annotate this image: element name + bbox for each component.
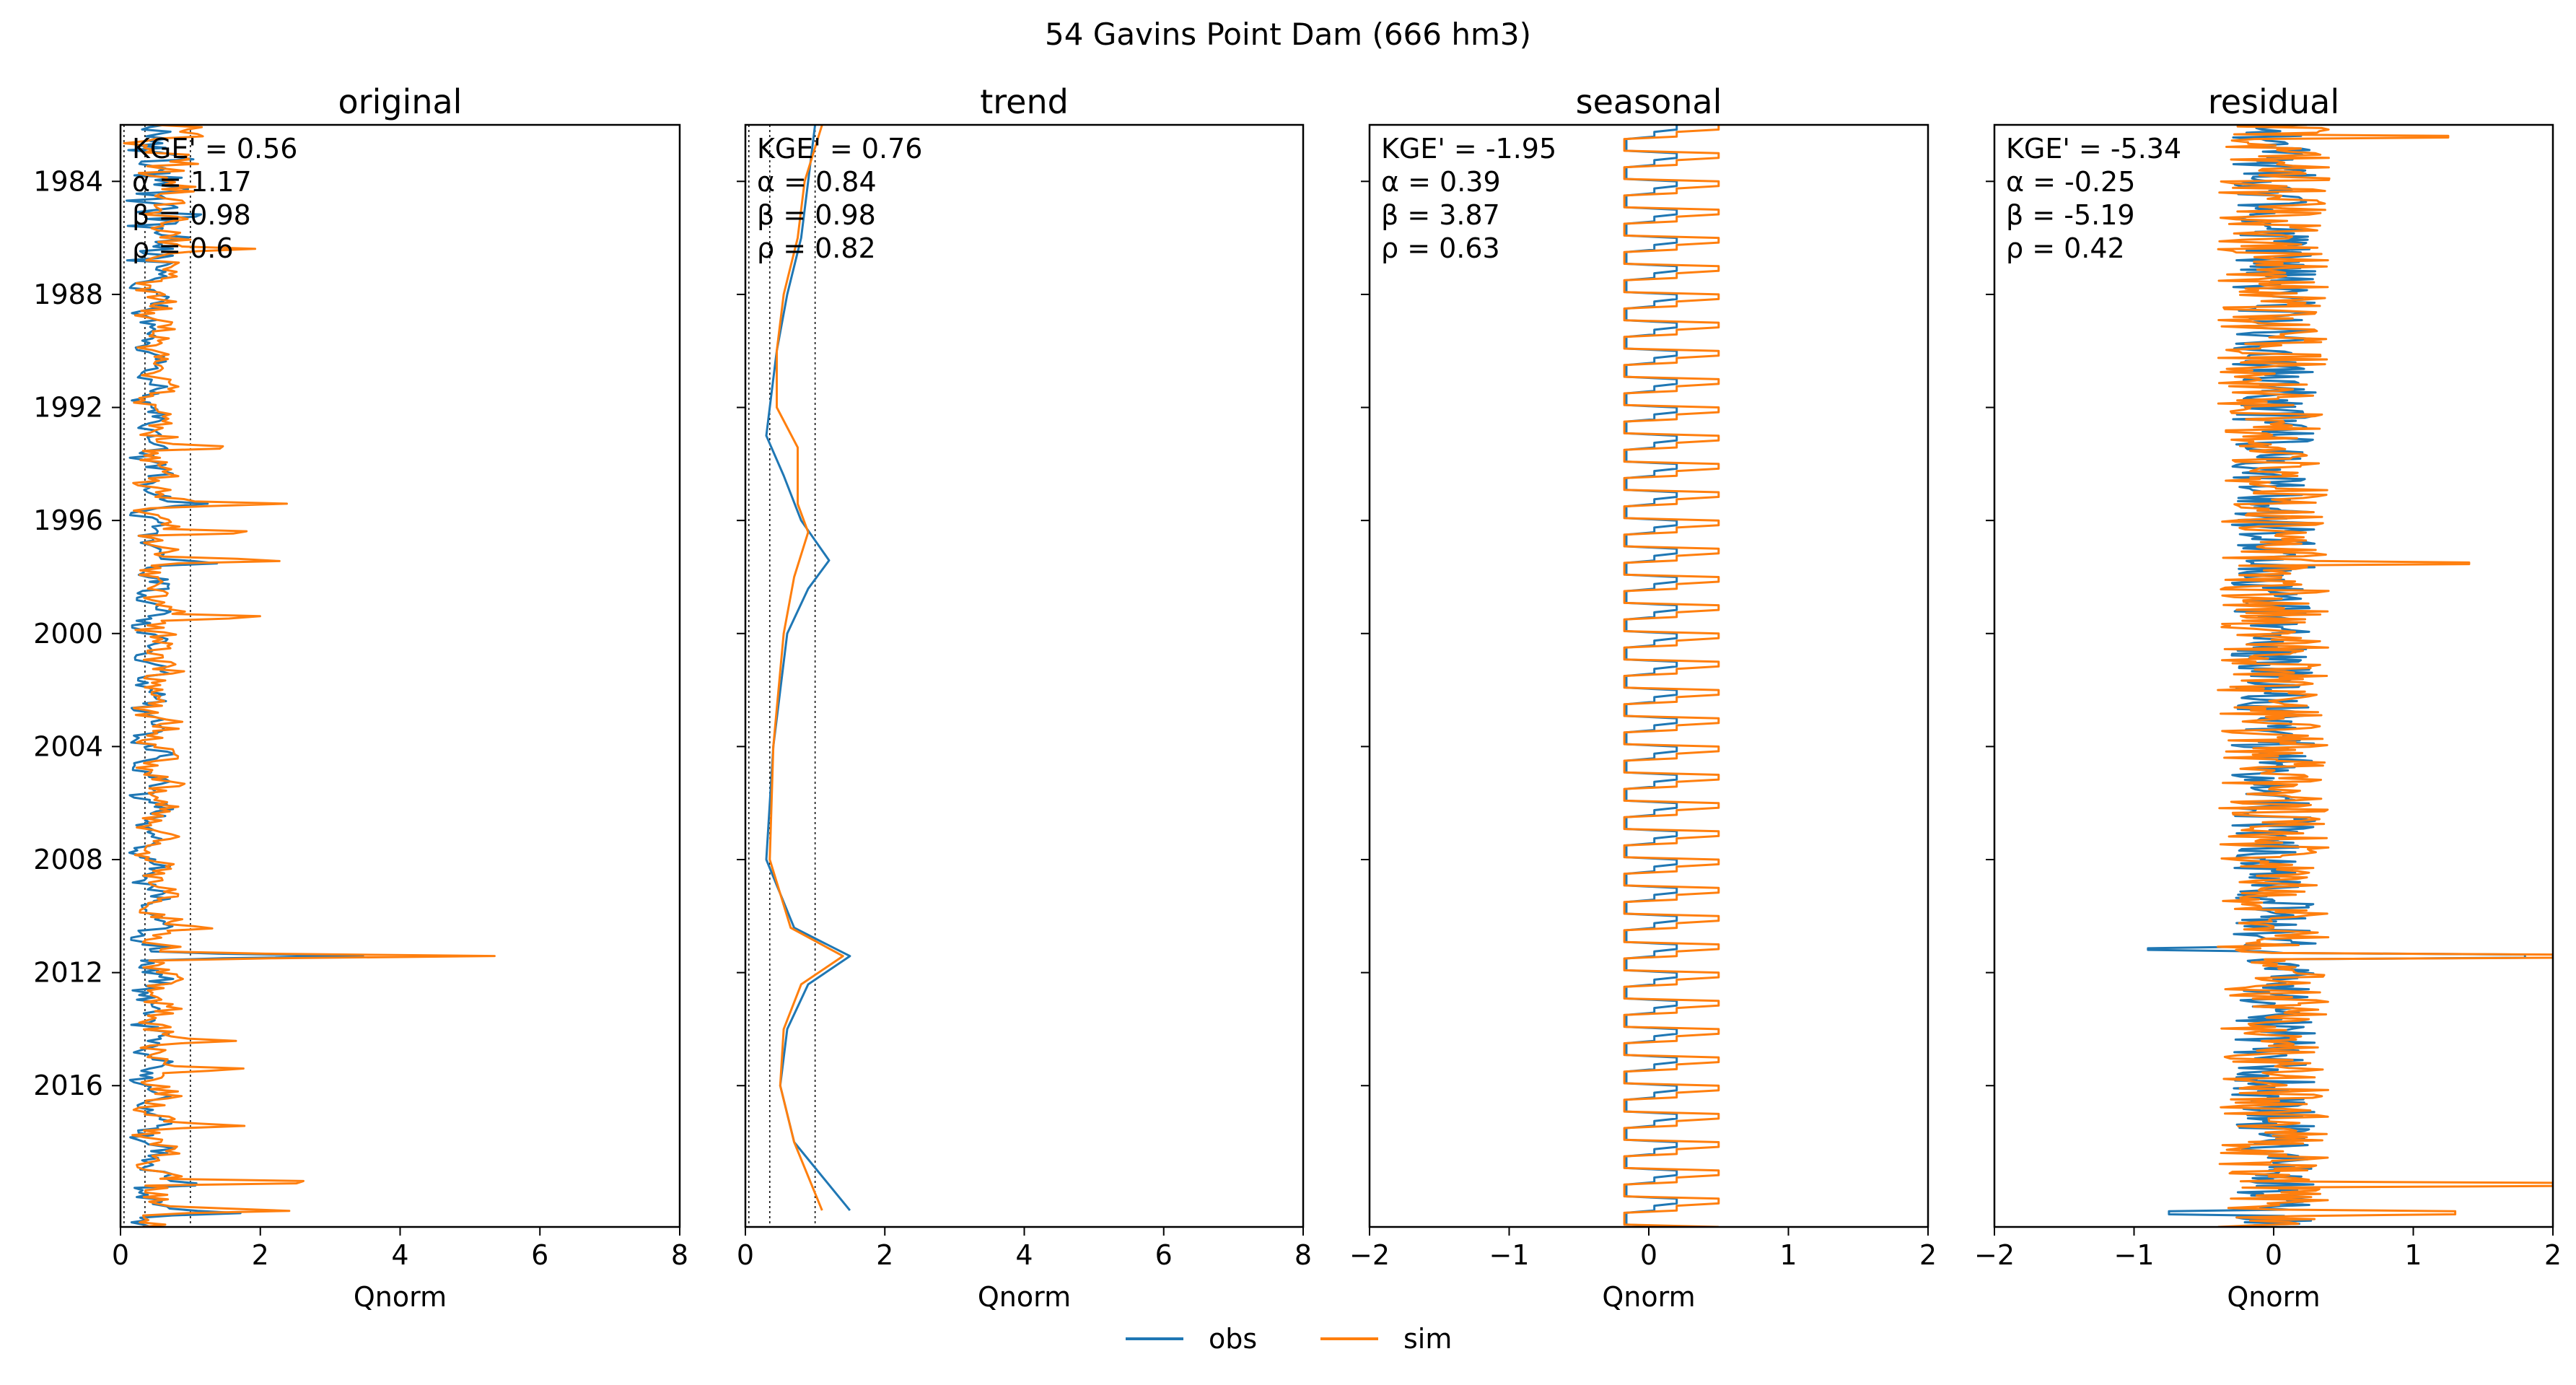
stats-line: ρ = 0.42 xyxy=(2006,232,2125,264)
y-tick-label: 2012 xyxy=(33,957,103,989)
stats-line: β = 0.98 xyxy=(132,199,251,231)
y-tick-label: 2008 xyxy=(33,844,103,875)
x-tick-label: 1 xyxy=(1779,1239,1797,1271)
x-tick-label: 2 xyxy=(876,1239,893,1271)
x-tick-label: 0 xyxy=(737,1239,754,1271)
x-tick-label: 0 xyxy=(112,1239,129,1271)
figure-title: 54 Gavins Point Dam (666 hm3) xyxy=(1045,17,1531,52)
x-axis-label: Qnorm xyxy=(354,1281,447,1313)
stats-line: β = 0.98 xyxy=(757,199,876,231)
y-tick-label: 2016 xyxy=(33,1070,103,1101)
x-tick-label: 6 xyxy=(531,1239,548,1271)
plot-area xyxy=(123,125,496,1227)
panel-seasonal: −2 −1 0 1 2 seasonal Qnorm KGE' = -1.95α = 0.39… xyxy=(1349,82,1937,1313)
stats-line: KGE' = -1.95 xyxy=(1381,133,1556,165)
y-tick-label: 2000 xyxy=(33,618,103,650)
panels: 0 2 4 6 819841988199219962000200420082012201… xyxy=(33,82,2562,1313)
x-tick-label: −2 xyxy=(1349,1239,1390,1271)
x-tick-label: −1 xyxy=(1489,1239,1529,1271)
panel-residual: −2 −1 0 1 2 residual Qnorm KGE' = -5.34α = -0.2… xyxy=(1974,82,2562,1313)
plot-area xyxy=(1623,125,1720,1227)
x-tick-label: 2 xyxy=(2544,1239,2562,1271)
panel-title: trend xyxy=(980,82,1069,121)
x-axis-label: Qnorm xyxy=(2227,1281,2320,1313)
legend-obs-label: obs xyxy=(1209,1323,1257,1355)
x-tick-label: −2 xyxy=(1974,1239,2015,1271)
stats-line: ρ = 0.6 xyxy=(132,232,234,264)
panel-title: original xyxy=(338,82,463,121)
stats-line: β = -5.19 xyxy=(2006,199,2135,231)
stats-line: KGE' = 0.76 xyxy=(757,133,922,165)
x-tick-label: 1 xyxy=(2404,1239,2422,1271)
plot-area xyxy=(2147,125,2553,1227)
panel-title: residual xyxy=(2208,82,2339,121)
stats-line: α = 0.84 xyxy=(757,166,877,198)
x-tick-label: 8 xyxy=(671,1239,688,1271)
stats-line: α = 0.39 xyxy=(1381,166,1501,198)
series-obs-line xyxy=(126,125,364,1227)
series-sim-line xyxy=(768,125,844,1211)
x-tick-label: 4 xyxy=(391,1239,408,1271)
series-obs-line xyxy=(765,125,851,1212)
series-sim-line xyxy=(1623,125,1720,1227)
x-tick-label: 0 xyxy=(2265,1239,2282,1271)
x-tick-label: 4 xyxy=(1015,1239,1033,1271)
axes-frame xyxy=(119,123,681,1228)
y-tick-label: 2004 xyxy=(33,730,103,762)
x-axis-label: Qnorm xyxy=(978,1281,1071,1313)
axes-frame xyxy=(744,123,1305,1228)
series-sim-line xyxy=(2217,125,2553,1227)
x-tick-label: 2 xyxy=(252,1239,269,1271)
stats-line: ρ = 0.63 xyxy=(1381,232,1500,264)
panel-trend: 0 2 4 6 8 trend Qnorm KGE' = 0.76α = 0.84β = 0.… xyxy=(737,82,1312,1313)
stats-line: KGE' = -5.34 xyxy=(2006,133,2181,165)
series-sim-line xyxy=(123,125,496,1227)
y-tick-label: 1996 xyxy=(33,504,103,536)
x-tick-label: 8 xyxy=(1294,1239,1312,1271)
panel-title: seasonal xyxy=(1576,82,1722,121)
axes-frame xyxy=(1368,123,1929,1228)
legend: obs sim xyxy=(1126,1323,1452,1355)
stats-line: α = 1.17 xyxy=(132,166,252,198)
x-tick-label: −1 xyxy=(2113,1239,2154,1271)
x-tick-label: 6 xyxy=(1155,1239,1173,1271)
series-obs-line xyxy=(2147,125,2526,1227)
stats-line: ρ = 0.82 xyxy=(757,232,876,264)
plot-area xyxy=(748,125,851,1227)
stats-line: KGE' = 0.56 xyxy=(132,133,297,165)
stats-line: β = 3.87 xyxy=(1381,199,1500,231)
y-tick-label: 1988 xyxy=(33,279,103,310)
x-tick-label: 0 xyxy=(1640,1239,1657,1271)
y-tick-label: 1984 xyxy=(33,165,103,197)
legend-sim-label: sim xyxy=(1403,1323,1452,1355)
panel-original: 0 2 4 6 8 1984 1988 1992 1996 2000 2004 2008 2012 201… xyxy=(33,82,688,1313)
x-axis-label: Qnorm xyxy=(1602,1281,1695,1313)
stats-line: α = -0.25 xyxy=(2006,166,2135,198)
y-tick-label: 1992 xyxy=(33,392,103,424)
x-tick-label: 2 xyxy=(1919,1239,1937,1271)
